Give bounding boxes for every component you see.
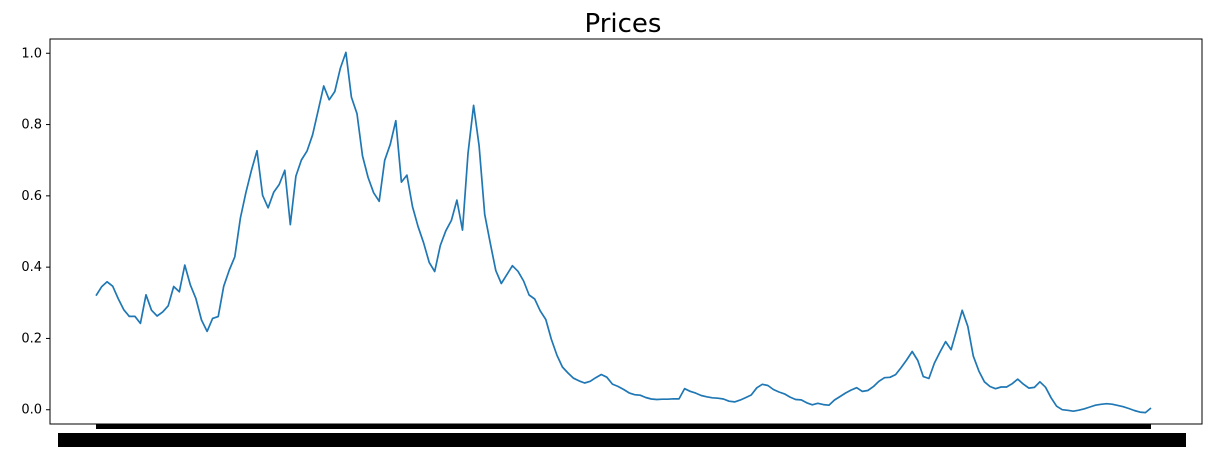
y-tick-label: 0.2 (21, 331, 42, 346)
chart-title: Prices (585, 9, 662, 39)
y-tick-label: 1.0 (21, 46, 42, 61)
x-axis (58, 424, 1186, 447)
x-tick-labels-overlapping (58, 433, 1186, 447)
y-tick-label: 0.4 (21, 260, 42, 275)
price-series-line (95, 51, 1152, 414)
y-axis: 0.0 0.2 0.4 0.6 0.8 1.0 (21, 46, 50, 418)
plot-frame (49, 38, 1203, 425)
y-tick-label: 0.0 (21, 403, 42, 418)
y-tick-label: 0.6 (21, 189, 42, 204)
x-ticks-dense (96, 424, 1151, 429)
plot-area: 0.0 0.2 0.4 0.6 0.8 1.0 (21, 38, 1203, 447)
y-tick-label: 0.8 (21, 118, 42, 133)
